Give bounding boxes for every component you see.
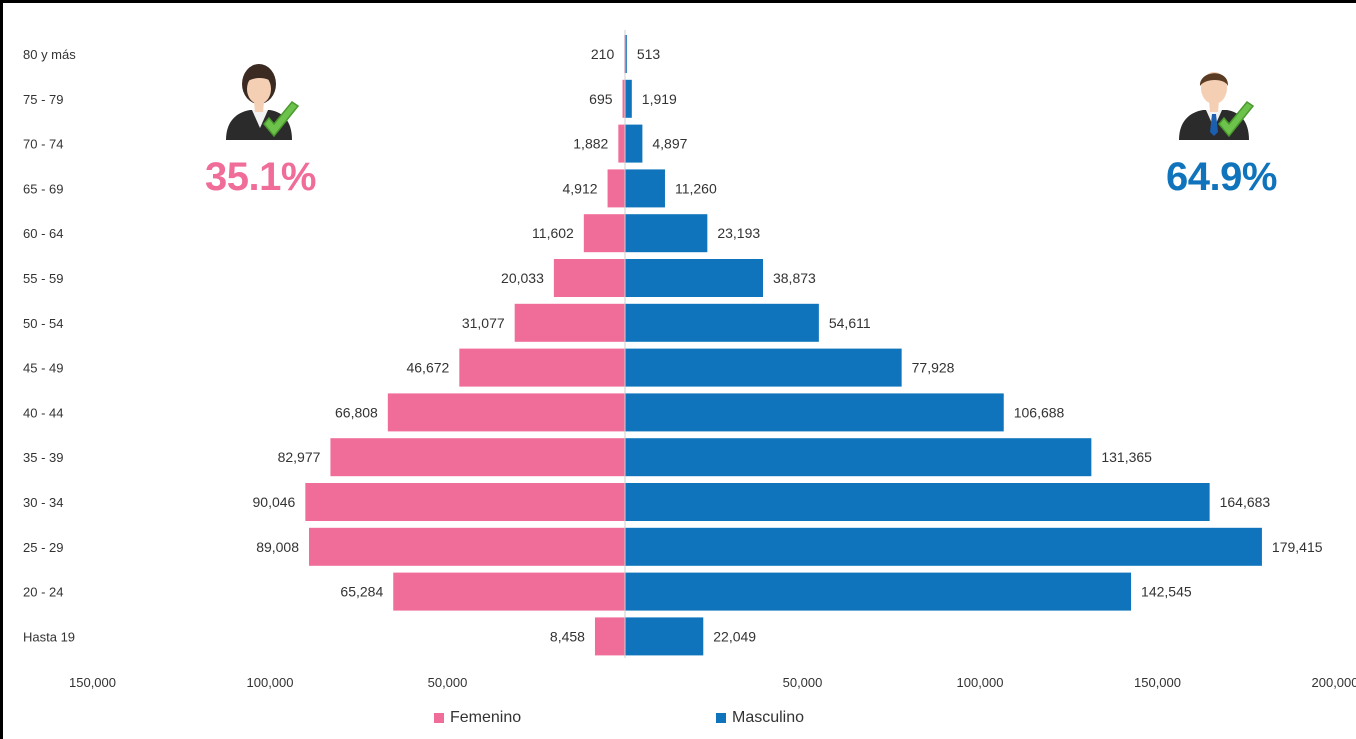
data-label-femenino: 8,458 bbox=[550, 628, 585, 644]
data-label-femenino: 46,672 bbox=[406, 360, 449, 376]
bar-masculino bbox=[625, 169, 665, 208]
data-label-masculino: 142,545 bbox=[1141, 584, 1192, 600]
data-label-masculino: 77,928 bbox=[912, 360, 955, 376]
y-tick-label: 65 - 69 bbox=[23, 181, 63, 196]
data-label-masculino: 131,365 bbox=[1101, 449, 1152, 465]
bar-femenino bbox=[393, 572, 625, 611]
data-label-femenino: 65,284 bbox=[340, 584, 383, 600]
data-label-masculino: 1,919 bbox=[642, 91, 677, 107]
data-label-masculino: 179,415 bbox=[1272, 539, 1323, 555]
y-tick-label: 55 - 59 bbox=[23, 271, 63, 286]
x-tick-label: 100,000 bbox=[957, 675, 1004, 690]
bar-femenino bbox=[330, 438, 625, 477]
bar-femenino bbox=[594, 617, 625, 656]
bar-masculino bbox=[625, 483, 1210, 521]
y-tick-label: 45 - 49 bbox=[23, 361, 63, 376]
male-percentage: 64.9% bbox=[1166, 155, 1277, 199]
legend-label-masculino: Masculino bbox=[732, 709, 805, 726]
y-tick-label: 35 - 39 bbox=[23, 450, 63, 465]
legend-item-femenino[interactable]: Femenino bbox=[434, 709, 521, 727]
data-label-femenino: 89,008 bbox=[256, 539, 299, 555]
x-tick-label: 150,000 bbox=[69, 675, 116, 690]
bar-masculino bbox=[625, 617, 704, 656]
data-label-femenino: 1,882 bbox=[573, 136, 608, 152]
bar-femenino bbox=[583, 214, 625, 253]
data-label-femenino: 11,602 bbox=[532, 225, 574, 241]
data-label-masculino: 23,193 bbox=[717, 225, 760, 241]
bar-masculino bbox=[625, 438, 1092, 477]
bar-masculino bbox=[625, 124, 643, 163]
bar-masculino bbox=[625, 35, 627, 73]
y-tick-label: 60 - 64 bbox=[23, 226, 63, 241]
legend-item-masculino[interactable]: Masculino bbox=[716, 709, 804, 727]
data-label-masculino: 11,260 bbox=[675, 180, 717, 196]
businessman-check-icon bbox=[1175, 62, 1255, 147]
data-label-femenino: 90,046 bbox=[253, 494, 296, 510]
data-label-masculino: 106,688 bbox=[1014, 404, 1065, 420]
data-label-masculino: 22,049 bbox=[713, 628, 756, 644]
y-tick-label: 20 - 24 bbox=[23, 585, 63, 600]
bar-femenino bbox=[305, 483, 625, 521]
bar-femenino bbox=[618, 124, 625, 163]
bar-masculino bbox=[625, 259, 763, 297]
businesswoman-check-icon bbox=[220, 62, 300, 147]
data-label-femenino: 31,077 bbox=[462, 315, 505, 331]
data-label-femenino: 66,808 bbox=[335, 404, 378, 420]
data-label-masculino: 54,611 bbox=[829, 315, 871, 331]
bar-femenino bbox=[607, 169, 625, 208]
y-tick-label: 50 - 54 bbox=[23, 316, 63, 331]
data-label-masculino: 4,897 bbox=[652, 136, 687, 152]
bar-femenino bbox=[553, 259, 625, 297]
bar-masculino bbox=[625, 572, 1132, 611]
bar-femenino bbox=[459, 348, 625, 387]
bar-masculino bbox=[625, 393, 1004, 432]
bar-masculino bbox=[625, 348, 902, 387]
y-tick-label: Hasta 19 bbox=[23, 629, 75, 644]
data-label-femenino: 4,912 bbox=[563, 180, 598, 196]
bar-masculino bbox=[625, 527, 1262, 566]
x-tick-label: 50,000 bbox=[428, 675, 468, 690]
bar-femenino bbox=[514, 303, 625, 342]
x-tick-label: 100,000 bbox=[247, 675, 294, 690]
female-percentage: 35.1% bbox=[205, 155, 316, 199]
legend-swatch-masculino bbox=[716, 713, 726, 723]
data-label-masculino: 38,873 bbox=[773, 270, 816, 286]
data-label-femenino: 82,977 bbox=[278, 449, 321, 465]
data-label-masculino: 164,683 bbox=[1220, 494, 1271, 510]
y-tick-label: 75 - 79 bbox=[23, 92, 63, 107]
legend-swatch-femenino bbox=[434, 713, 444, 723]
y-tick-label: 30 - 34 bbox=[23, 495, 63, 510]
y-tick-label: 25 - 29 bbox=[23, 540, 63, 555]
bar-masculino bbox=[625, 214, 708, 253]
data-label-femenino: 20,033 bbox=[501, 270, 544, 286]
y-tick-label: 80 y más bbox=[23, 47, 76, 62]
x-tick-label: 50,000 bbox=[783, 675, 823, 690]
legend-label-femenino: Femenino bbox=[450, 709, 522, 726]
bar-femenino bbox=[309, 527, 625, 566]
data-label-femenino: 695 bbox=[589, 91, 613, 107]
y-tick-label: 70 - 74 bbox=[23, 137, 63, 152]
bar-femenino bbox=[622, 79, 625, 118]
x-tick-label: 200,000 bbox=[1312, 675, 1356, 690]
y-tick-label: 40 - 44 bbox=[23, 405, 63, 420]
bar-femenino bbox=[387, 393, 625, 432]
data-label-femenino: 210 bbox=[591, 46, 615, 62]
bar-masculino bbox=[625, 79, 632, 118]
data-label-masculino: 513 bbox=[637, 46, 661, 62]
bar-masculino bbox=[625, 303, 819, 342]
x-tick-label: 150,000 bbox=[1134, 675, 1181, 690]
